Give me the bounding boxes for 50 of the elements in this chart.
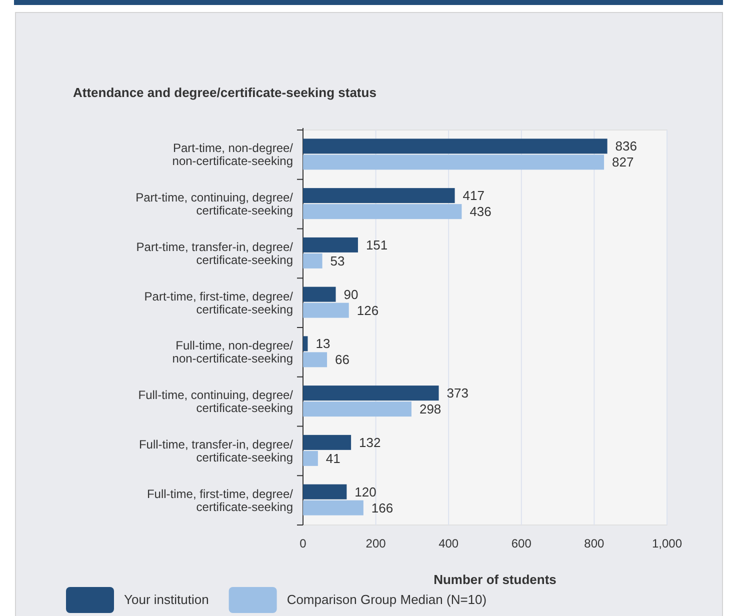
data-label: 166 [371, 500, 394, 516]
y-tick-label: Part-time, continuing, degree/ certificate-seeking [136, 190, 294, 218]
bar [303, 386, 439, 401]
legend-label: Your institution [124, 592, 209, 607]
data-label: 836 [615, 138, 638, 154]
data-label: 151 [366, 237, 388, 252]
data-label: 41 [326, 450, 340, 466]
y-tick-label: Full-time, non-degree/ non-certificate-seeking [172, 338, 294, 366]
data-label: 90 [344, 286, 358, 302]
bar [303, 402, 412, 417]
bar [303, 500, 364, 516]
bar [303, 237, 358, 252]
y-tick-label: Part-time, non-degree/ non-certificate-seeking [172, 141, 294, 168]
bar [303, 450, 318, 466]
bar [303, 302, 349, 318]
x-tick-label: 1,000 [652, 536, 682, 551]
data-label: 53 [330, 253, 345, 268]
bar [303, 154, 604, 170]
y-tick-label: Full-time, transfer-in, degree/ certificate-seeking [138, 437, 294, 464]
x-tick-label: 200 [366, 536, 386, 551]
data-label: 66 [335, 352, 350, 368]
bar [303, 336, 308, 352]
x-axis-title: Number of students [434, 572, 556, 587]
data-label: 126 [356, 302, 379, 318]
bar [303, 138, 608, 154]
data-label: 373 [446, 386, 468, 401]
legend-label: Comparison Group Median (N=10) [286, 592, 487, 607]
bar [303, 352, 328, 368]
bar [303, 253, 322, 268]
data-label: 298 [419, 402, 442, 417]
bar [303, 434, 352, 450]
data-label: 120 [354, 484, 376, 500]
bar [303, 204, 462, 220]
x-tick-label: 0 [300, 536, 307, 551]
y-tick-label: Part-time, first-time, degree/ certificate-seeking [144, 289, 294, 316]
y-tick-label: Full-time, first-time, degree/ certificate-seeking [146, 486, 294, 514]
data-label: 827 [612, 154, 634, 170]
bar [303, 484, 347, 500]
y-tick-label: Part-time, transfer-in, degree/ certificate-seeking [136, 240, 294, 267]
data-label: 132 [359, 434, 381, 450]
bar [303, 188, 455, 204]
bar [303, 286, 336, 302]
data-label: 417 [462, 188, 484, 204]
x-tick-label: 600 [511, 536, 532, 551]
x-tick-label: 800 [584, 536, 605, 551]
chart-title: Attendance and degree/certificate-seeking status [73, 85, 376, 100]
y-tick-label: Full-time, continuing, degree/ certificate-seeking [138, 388, 294, 416]
data-label: 13 [316, 336, 330, 352]
x-tick-label: 400 [438, 536, 459, 551]
data-label: 436 [470, 204, 492, 220]
